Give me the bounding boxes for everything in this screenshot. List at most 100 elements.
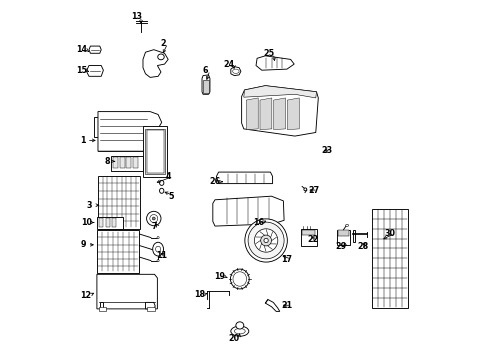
Text: 1: 1 xyxy=(80,136,85,145)
Ellipse shape xyxy=(157,260,159,262)
Text: 18: 18 xyxy=(194,290,204,299)
Bar xyxy=(105,218,110,227)
Bar xyxy=(337,230,349,245)
Bar xyxy=(113,157,118,168)
Text: 28: 28 xyxy=(357,242,368,251)
Text: 3: 3 xyxy=(87,201,92,210)
Ellipse shape xyxy=(230,326,248,336)
Bar xyxy=(112,218,116,227)
Polygon shape xyxy=(202,75,209,94)
Text: 2: 2 xyxy=(161,39,166,48)
Ellipse shape xyxy=(303,188,306,191)
Text: 12: 12 xyxy=(80,291,91,300)
Text: 14: 14 xyxy=(76,45,87,54)
Polygon shape xyxy=(212,196,284,226)
Text: 22: 22 xyxy=(306,235,318,244)
Ellipse shape xyxy=(232,69,239,73)
Polygon shape xyxy=(89,46,101,53)
Bar xyxy=(302,230,315,235)
Text: 16: 16 xyxy=(252,218,263,227)
Ellipse shape xyxy=(158,54,164,60)
Text: 6: 6 xyxy=(203,66,208,75)
Text: 4: 4 xyxy=(166,172,171,181)
Ellipse shape xyxy=(159,180,163,185)
Bar xyxy=(147,307,155,311)
Text: 19: 19 xyxy=(214,272,225,281)
Bar xyxy=(133,157,137,168)
Ellipse shape xyxy=(152,242,163,256)
Text: 24: 24 xyxy=(224,59,234,68)
Polygon shape xyxy=(98,112,162,151)
Text: 11: 11 xyxy=(156,251,167,260)
Polygon shape xyxy=(287,98,299,130)
Bar xyxy=(128,114,136,119)
Ellipse shape xyxy=(235,322,244,329)
Polygon shape xyxy=(260,98,271,130)
Text: 8: 8 xyxy=(104,157,110,166)
Bar xyxy=(99,307,106,311)
Ellipse shape xyxy=(230,269,249,289)
Ellipse shape xyxy=(152,217,155,220)
Ellipse shape xyxy=(345,224,348,226)
Text: 15: 15 xyxy=(76,66,87,75)
Bar xyxy=(203,80,208,93)
Polygon shape xyxy=(241,86,318,136)
Bar xyxy=(111,156,142,171)
Polygon shape xyxy=(273,98,285,130)
Bar xyxy=(142,126,167,177)
Text: 27: 27 xyxy=(307,186,319,194)
Bar xyxy=(98,176,140,229)
Bar xyxy=(110,114,117,119)
Text: 23: 23 xyxy=(320,146,331,155)
Bar xyxy=(301,229,316,246)
Polygon shape xyxy=(100,302,103,309)
Polygon shape xyxy=(256,56,294,70)
Polygon shape xyxy=(87,66,103,76)
Text: 5: 5 xyxy=(167,192,173,201)
Text: 7: 7 xyxy=(151,222,156,231)
Polygon shape xyxy=(244,86,316,98)
Bar xyxy=(371,209,407,308)
Ellipse shape xyxy=(157,237,159,239)
Bar xyxy=(98,112,150,151)
Text: 26: 26 xyxy=(209,177,220,186)
Polygon shape xyxy=(97,274,157,309)
Ellipse shape xyxy=(247,222,284,259)
Ellipse shape xyxy=(232,272,246,286)
Ellipse shape xyxy=(234,329,244,334)
Text: 10: 10 xyxy=(81,218,92,227)
Ellipse shape xyxy=(155,246,160,252)
Polygon shape xyxy=(230,67,241,76)
Ellipse shape xyxy=(159,188,163,193)
Ellipse shape xyxy=(146,211,161,226)
Ellipse shape xyxy=(244,219,287,262)
Polygon shape xyxy=(265,300,279,311)
Bar xyxy=(99,218,103,227)
Text: 17: 17 xyxy=(281,255,292,264)
Ellipse shape xyxy=(264,238,268,243)
Bar xyxy=(94,117,99,137)
Ellipse shape xyxy=(254,229,277,252)
Ellipse shape xyxy=(157,248,159,250)
Text: 30: 30 xyxy=(384,229,395,238)
Bar xyxy=(145,129,165,174)
Polygon shape xyxy=(216,172,272,184)
Bar xyxy=(146,130,163,173)
Ellipse shape xyxy=(149,215,158,222)
Bar xyxy=(352,230,355,242)
Polygon shape xyxy=(145,302,155,309)
Text: 9: 9 xyxy=(81,240,86,249)
Text: 29: 29 xyxy=(335,242,346,251)
Text: 20: 20 xyxy=(228,334,240,343)
Bar xyxy=(101,114,107,119)
Text: 21: 21 xyxy=(281,301,292,310)
Bar xyxy=(97,230,139,273)
Bar xyxy=(120,157,124,168)
Bar xyxy=(338,230,348,236)
Text: 25: 25 xyxy=(263,49,274,58)
Text: 13: 13 xyxy=(131,12,142,21)
Polygon shape xyxy=(246,98,258,130)
Ellipse shape xyxy=(260,235,271,246)
Bar xyxy=(97,217,122,229)
Polygon shape xyxy=(142,50,168,77)
